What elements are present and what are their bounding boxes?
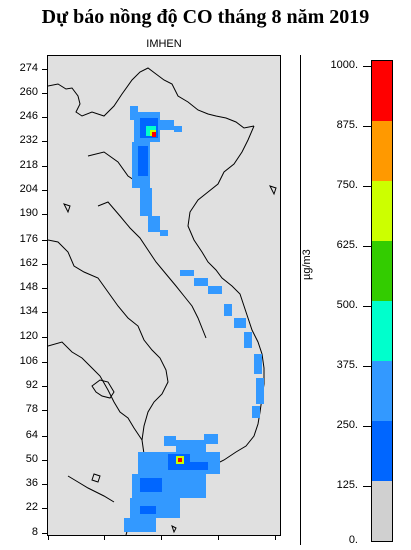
y-tick-label: 78 <box>25 403 38 415</box>
x-tick-mark <box>161 535 162 540</box>
map-panel <box>47 55 281 536</box>
y-tick-mark <box>42 533 47 534</box>
y-tick-mark <box>42 69 47 70</box>
y-tick-label: 134 <box>19 305 38 317</box>
y-tick-mark <box>42 312 47 313</box>
y-tick-label: 260 <box>19 86 38 98</box>
chart-subtitle: IMHEN <box>146 38 182 50</box>
x-tick-mark <box>218 535 219 540</box>
y-tick-label: 106 <box>19 355 38 367</box>
island-outlines <box>63 185 277 534</box>
unit-label: µg/m3 <box>301 249 313 280</box>
y-tick-label: 36 <box>25 477 38 489</box>
y-tick-mark <box>42 410 47 411</box>
x-tick-mark <box>275 535 276 540</box>
colorbar-segment <box>372 121 392 181</box>
colorbar-segment <box>372 361 392 421</box>
x-tick-mark <box>48 535 49 540</box>
y-tick-mark <box>42 386 47 387</box>
colorbar-tick <box>363 306 371 307</box>
y-tick-label: 190 <box>19 207 38 219</box>
vietnam-co-map <box>48 67 277 535</box>
y-tick-mark <box>42 240 47 241</box>
colorbar-segment <box>372 421 392 481</box>
y-tick-mark <box>42 264 47 265</box>
separator-line <box>300 55 301 545</box>
y-tick-label: 274 <box>19 62 38 74</box>
colorbar-segment <box>372 241 392 301</box>
y-tick-mark <box>42 288 47 289</box>
colorbar <box>371 60 393 542</box>
y-tick-mark <box>42 214 47 215</box>
y-tick-mark <box>42 337 47 338</box>
y-tick-mark <box>42 166 47 167</box>
y-tick-label: 218 <box>19 159 38 171</box>
y-tick-label: 8 <box>31 526 38 538</box>
y-tick-mark <box>42 93 47 94</box>
y-tick-label: 92 <box>25 379 38 391</box>
y-tick-label: 162 <box>19 257 38 269</box>
colorbar-tick <box>363 246 371 247</box>
y-tick-mark <box>42 508 47 509</box>
colorbar-segment <box>372 301 392 361</box>
co-concentration-cells <box>124 106 264 532</box>
y-tick-mark <box>42 141 47 142</box>
y-tick-mark <box>42 460 47 461</box>
y-tick-mark <box>42 436 47 437</box>
colorbar-label: 0. <box>348 534 358 546</box>
colorbar-label: 625. <box>336 239 358 251</box>
colorbar-segment <box>372 481 392 541</box>
y-tick-label: 148 <box>19 281 38 293</box>
colorbar-tick <box>363 186 371 187</box>
colorbar-tick <box>363 66 371 67</box>
y-tick-label: 120 <box>19 330 38 342</box>
y-tick-label: 176 <box>19 233 38 245</box>
y-tick-mark <box>42 190 47 191</box>
y-tick-label: 204 <box>19 183 38 195</box>
chart-title: Dự báo nồng độ CO tháng 8 năm 2019 <box>41 6 370 28</box>
y-tick-label: 22 <box>25 501 38 513</box>
colorbar-label: 125. <box>336 479 358 491</box>
y-tick-label: 246 <box>19 110 38 122</box>
y-tick-mark <box>42 117 47 118</box>
y-tick-label: 64 <box>25 429 38 441</box>
colorbar-segment <box>372 61 392 121</box>
colorbar-label: 1000. <box>330 59 358 71</box>
y-tick-label: 50 <box>25 453 38 465</box>
y-tick-mark <box>42 362 47 363</box>
colorbar-tick <box>363 366 371 367</box>
colorbar-label: 750. <box>336 179 358 191</box>
colorbar-tick <box>363 126 371 127</box>
colorbar-tick <box>363 426 371 427</box>
y-tick-label: 232 <box>19 134 38 146</box>
colorbar-tick <box>363 486 371 487</box>
colorbar-label: 875. <box>336 119 358 131</box>
colorbar-label: 500. <box>336 299 358 311</box>
colorbar-label: 250. <box>336 419 358 431</box>
colorbar-label: 375. <box>336 359 358 371</box>
y-tick-mark <box>42 484 47 485</box>
colorbar-segment <box>372 181 392 241</box>
x-tick-mark <box>104 535 105 540</box>
